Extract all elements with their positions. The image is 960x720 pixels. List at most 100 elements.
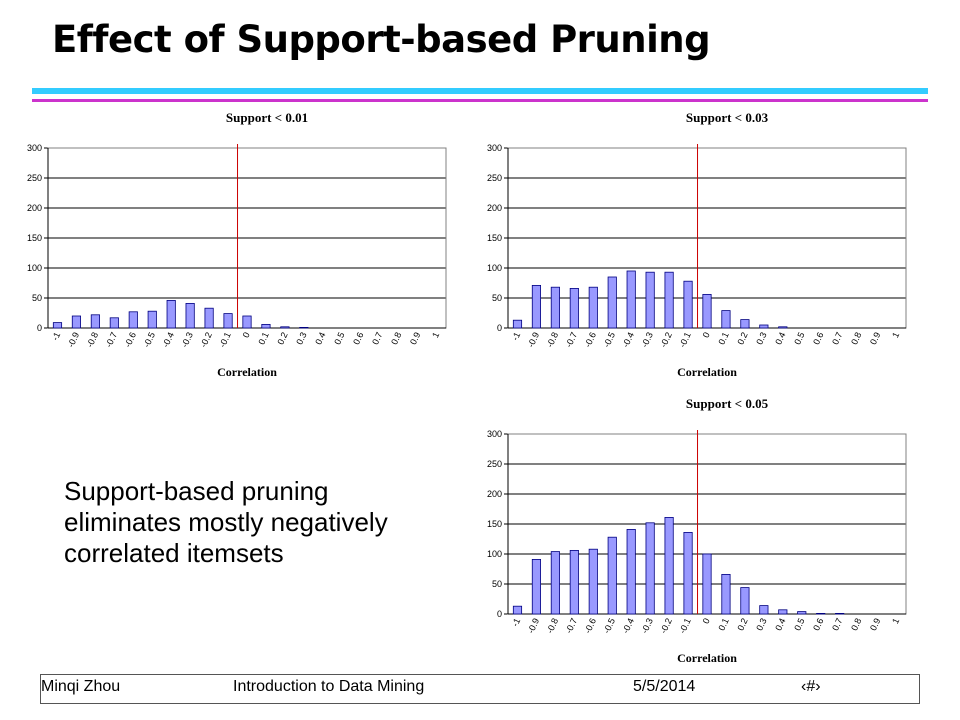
- x-axis-label: Correlation: [217, 365, 277, 379]
- y-tick-label: 300: [27, 143, 42, 153]
- title-rule-top: [32, 88, 928, 94]
- x-tick-label: 0.6: [351, 331, 365, 347]
- x-tick-label: -0.4: [620, 617, 636, 635]
- histogram-support-003: Support < 0.03 0 50 100 150 200 250 300 -1 -0.9 -0…: [480, 106, 920, 386]
- histogram-bar: [531, 558, 541, 615]
- histogram-bar: [299, 326, 309, 329]
- histogram-bar: [223, 313, 233, 329]
- histogram-bar: [607, 536, 617, 615]
- histogram-bar: [683, 531, 693, 615]
- x-tick-label: -0.2: [658, 331, 674, 349]
- y-tick-label: 100: [487, 263, 502, 273]
- x-tick-label: -0.4: [620, 331, 636, 349]
- histogram-bar: [721, 573, 731, 615]
- y-tick-label: 50: [492, 293, 502, 303]
- histogram-bar: [90, 314, 100, 329]
- x-tick-label: 0.5: [792, 331, 806, 347]
- histogram-bar: [512, 605, 523, 615]
- x-tick-label: 0.1: [716, 617, 730, 633]
- x-tick-label: -0.2: [198, 331, 214, 349]
- histogram-bar: [778, 609, 788, 615]
- histogram-bar: [645, 271, 655, 329]
- x-tick-label: -0.8: [545, 331, 561, 349]
- x-tick-label: 0: [241, 331, 252, 340]
- histogram-bar: [683, 280, 693, 329]
- x-tick-label: -0.1: [677, 331, 693, 349]
- histogram-bar: [204, 307, 214, 329]
- histogram-support-001: Support < 0.01 0 50 100 150 200 250 300 -1 -0.9 -0…: [20, 106, 460, 386]
- x-tick-label: -0.3: [639, 331, 655, 349]
- y-tick-label: 300: [487, 429, 502, 439]
- histogram-bar: [664, 271, 674, 329]
- histogram-bar: [816, 612, 826, 615]
- x-tick-label: 0.5: [332, 331, 346, 347]
- histogram-bar: [261, 323, 271, 329]
- x-tick-label: -0.2: [658, 617, 674, 635]
- histogram-bar: [531, 284, 541, 329]
- y-tick-label: 0: [497, 609, 502, 619]
- x-tick-label: 0.4: [773, 331, 787, 347]
- footer-course: Introduction to Data Mining: [233, 678, 425, 695]
- x-tick-label: -0.6: [582, 331, 598, 349]
- histogram-bar: [512, 319, 523, 329]
- x-tick-label: 0.7: [830, 331, 844, 347]
- histogram-bar: [645, 522, 655, 615]
- histogram-bar: [71, 315, 81, 329]
- histogram-bar: [702, 293, 712, 329]
- histogram-bar: [835, 612, 845, 615]
- x-tick-label: 0.7: [830, 617, 844, 633]
- x-tick-label: -0.8: [85, 331, 101, 349]
- x-tick-label: -0.9: [66, 331, 82, 349]
- y-tick-label: 150: [27, 233, 42, 243]
- chart-title: Support < 0.01: [226, 110, 308, 125]
- histogram-bar: [569, 287, 579, 329]
- histogram-bar: [242, 315, 252, 329]
- x-tick-label: 0.3: [294, 331, 308, 347]
- x-tick-label: 0.2: [275, 331, 289, 347]
- y-tick-label: 200: [27, 203, 42, 213]
- x-tick-label: 0.7: [370, 331, 384, 347]
- histogram-bar: [550, 551, 560, 615]
- x-tick-label: -0.6: [122, 331, 138, 349]
- x-tick-label: 0.8: [849, 617, 863, 633]
- y-tick-label: 100: [27, 263, 42, 273]
- histogram-bar: [740, 319, 750, 329]
- x-tick-label: 0.2: [735, 617, 749, 633]
- x-tick-label: -0.9: [526, 331, 542, 349]
- x-tick-label: 0.9: [868, 617, 882, 633]
- y-tick-label: 50: [492, 579, 502, 589]
- x-tick-label: -0.6: [582, 617, 598, 635]
- x-tick-label: 0.6: [811, 617, 825, 633]
- histogram-bar: [626, 528, 636, 615]
- x-tick-label: -0.1: [217, 331, 233, 349]
- y-tick-label: 0: [37, 323, 42, 333]
- histogram-bar: [588, 548, 598, 615]
- histogram-bar: [664, 517, 674, 615]
- x-tick-label: -0.3: [179, 331, 195, 349]
- x-tick-label: -1: [50, 331, 62, 342]
- x-tick-label: -0.5: [141, 331, 157, 349]
- x-tick-label: 1: [890, 617, 901, 626]
- y-tick-label: 300: [487, 143, 502, 153]
- histogram-bar: [166, 299, 176, 329]
- histogram-support-005: Support < 0.05 0 50 100 150 200 250 300 -1 -0.9 -0…: [480, 392, 920, 672]
- y-tick-label: 250: [487, 173, 502, 183]
- histogram-bar: [588, 286, 598, 329]
- y-tick-label: 100: [487, 549, 502, 559]
- slide-footer: Minqi Zhou Introduction to Data Mining 5…: [40, 674, 920, 704]
- x-tick-label: 0.3: [754, 617, 768, 633]
- chart-title: Support < 0.03: [686, 110, 769, 125]
- histogram-bar: [185, 302, 195, 329]
- y-tick-label: 200: [487, 489, 502, 499]
- x-tick-label: 0.4: [773, 617, 787, 633]
- y-tick-label: 200: [487, 203, 502, 213]
- histogram-bar: [740, 587, 750, 615]
- x-tick-label: 0: [701, 331, 712, 340]
- slide-title: Effect of Support-based Pruning: [52, 18, 711, 61]
- x-tick-label: 0.4: [313, 331, 327, 347]
- x-tick-label: -1: [510, 617, 522, 628]
- x-tick-label: 0.2: [735, 331, 749, 347]
